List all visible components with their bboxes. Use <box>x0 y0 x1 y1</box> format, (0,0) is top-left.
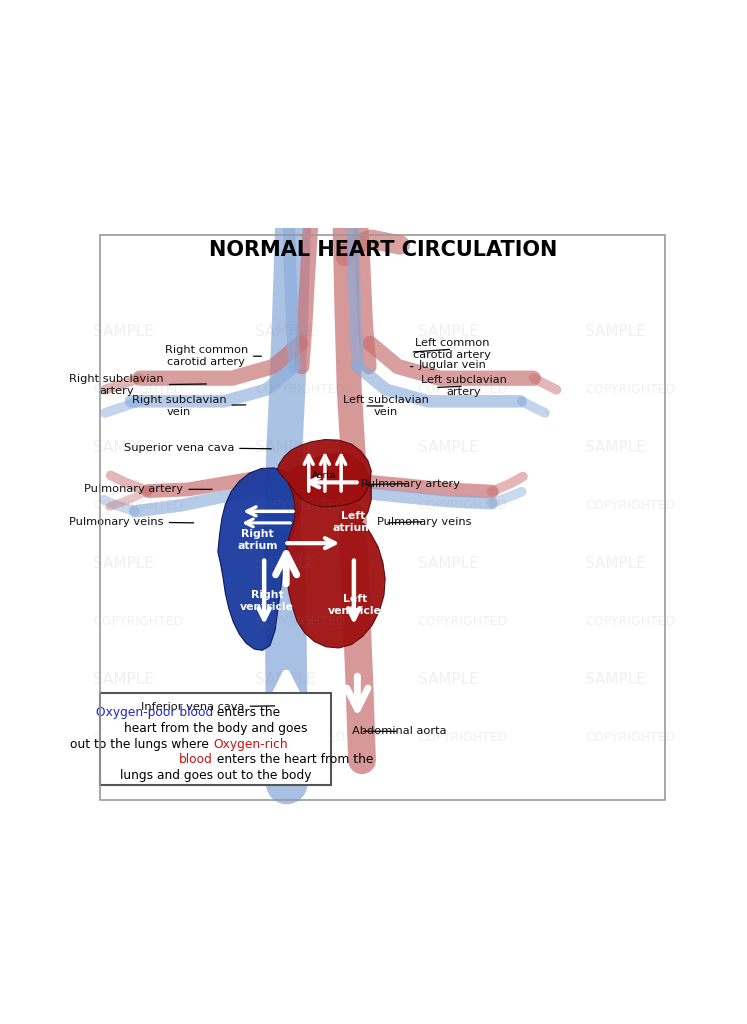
Text: SAMPLE: SAMPLE <box>418 325 478 339</box>
Text: COPYRIGHTED: COPYRIGHTED <box>418 730 508 743</box>
Text: COPYRIGHTED: COPYRIGHTED <box>418 614 508 628</box>
Text: blood: blood <box>179 754 213 766</box>
Text: Oxygen-rich: Oxygen-rich <box>213 737 288 751</box>
Text: SAMPLE: SAMPLE <box>586 672 646 687</box>
Text: Right common
carotid artery: Right common carotid artery <box>164 345 261 367</box>
Text: COPYRIGHTED: COPYRIGHTED <box>93 383 184 396</box>
Text: SAMPLE: SAMPLE <box>255 556 316 571</box>
Text: COPYRIGHTED: COPYRIGHTED <box>418 383 508 396</box>
Text: COPYRIGHTED: COPYRIGHTED <box>255 730 346 743</box>
Text: Pulmonary artery: Pulmonary artery <box>84 484 212 495</box>
Text: COPYRIGHTED: COPYRIGHTED <box>255 383 346 396</box>
Text: COPYRIGHTED: COPYRIGHTED <box>255 614 346 628</box>
Polygon shape <box>285 454 385 648</box>
Text: SAMPLE: SAMPLE <box>93 440 154 455</box>
Polygon shape <box>277 439 371 507</box>
Text: Left
atrium: Left atrium <box>332 511 373 532</box>
Text: Right
ventricle: Right ventricle <box>240 590 294 612</box>
Text: COPYRIGHTED: COPYRIGHTED <box>586 499 676 512</box>
Text: SAMPLE: SAMPLE <box>93 556 154 571</box>
Text: Right subclavian
artery: Right subclavian artery <box>69 375 206 396</box>
Text: COPYRIGHTED: COPYRIGHTED <box>255 499 346 512</box>
Text: SAMPLE: SAMPLE <box>255 325 316 339</box>
Text: COPYRIGHTED: COPYRIGHTED <box>586 383 676 396</box>
Text: COPYRIGHTED: COPYRIGHTED <box>418 499 508 512</box>
Text: Aorta: Aorta <box>311 471 336 480</box>
Text: Left subclavian
artery: Left subclavian artery <box>421 376 506 397</box>
Text: SAMPLE: SAMPLE <box>586 325 646 339</box>
Text: Jugular vein: Jugular vein <box>411 360 486 371</box>
Polygon shape <box>218 468 300 650</box>
Text: SAMPLE: SAMPLE <box>93 325 154 339</box>
Text: enters the: enters the <box>213 707 280 720</box>
Text: Abdominal aorta: Abdominal aorta <box>352 726 446 736</box>
Text: heart from the body and goes: heart from the body and goes <box>124 722 308 735</box>
Text: SAMPLE: SAMPLE <box>255 672 316 687</box>
Text: lungs and goes out to the body: lungs and goes out to the body <box>120 769 311 782</box>
Text: Pulmonary veins: Pulmonary veins <box>377 517 472 526</box>
Text: NORMAL HEART CIRCULATION: NORMAL HEART CIRCULATION <box>208 241 557 260</box>
Text: SAMPLE: SAMPLE <box>586 440 646 455</box>
Text: Right
atrium: Right atrium <box>238 529 278 551</box>
Text: Inferior vena cava: Inferior vena cava <box>141 702 275 712</box>
Text: SAMPLE: SAMPLE <box>93 672 154 687</box>
Text: Oxygen-poor blood: Oxygen-poor blood <box>96 707 213 720</box>
Text: enters the heart from the: enters the heart from the <box>213 754 374 766</box>
Text: Pulmonary veins: Pulmonary veins <box>69 517 193 526</box>
Text: Superior vena cava: Superior vena cava <box>124 442 271 453</box>
Text: COPYRIGHTED: COPYRIGHTED <box>586 614 676 628</box>
Text: SAMPLE: SAMPLE <box>418 556 478 571</box>
Text: Right subclavian
vein: Right subclavian vein <box>131 395 246 417</box>
Text: Left
ventricle: Left ventricle <box>328 594 382 615</box>
Text: Left subclavian
vein: Left subclavian vein <box>343 395 429 417</box>
Text: SAMPLE: SAMPLE <box>418 672 478 687</box>
Text: SAMPLE: SAMPLE <box>418 440 478 455</box>
Text: Pulmonary artery: Pulmonary artery <box>361 478 460 488</box>
FancyBboxPatch shape <box>100 692 332 784</box>
Text: out to the lungs where: out to the lungs where <box>70 737 213 751</box>
Text: COPYRIGHTED: COPYRIGHTED <box>93 614 184 628</box>
Text: Left common
carotid artery: Left common carotid artery <box>413 338 492 360</box>
Text: SAMPLE: SAMPLE <box>586 556 646 571</box>
Text: COPYRIGHTED: COPYRIGHTED <box>93 499 184 512</box>
Text: COPYRIGHTED: COPYRIGHTED <box>93 730 184 743</box>
Text: SAMPLE: SAMPLE <box>255 440 316 455</box>
Text: COPYRIGHTED: COPYRIGHTED <box>586 730 676 743</box>
